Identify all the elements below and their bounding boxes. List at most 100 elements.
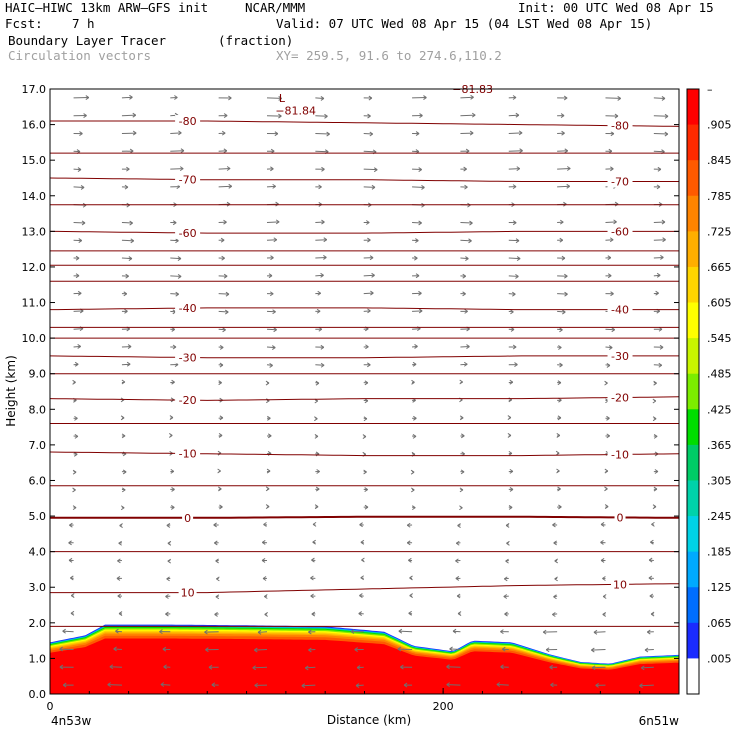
fcst-label: Fcst: — [5, 16, 43, 31]
wind-vector — [121, 361, 131, 367]
wind-vector — [460, 273, 466, 279]
wind-vector — [412, 255, 418, 261]
wind-vector — [408, 610, 413, 616]
wind-vector — [218, 504, 223, 510]
wind-vector — [406, 522, 413, 528]
colorbar-label: .065 — [707, 617, 732, 630]
wind-vector — [363, 380, 369, 386]
wind-vector — [266, 183, 276, 189]
wind-vector — [554, 576, 558, 582]
wind-vector — [508, 468, 514, 474]
y-tick-label: 8.0 — [29, 403, 47, 416]
wind-vector — [644, 647, 654, 653]
wind-vector — [508, 112, 520, 118]
wind-vector — [121, 130, 137, 136]
wind-vector — [459, 487, 464, 493]
wind-vector — [315, 290, 322, 296]
wind-vector — [460, 184, 468, 190]
wind-vector — [460, 94, 474, 100]
wind-vector — [460, 256, 469, 261]
wind-vector — [557, 219, 564, 225]
isotherm — [50, 307, 679, 311]
wind-vector — [165, 611, 171, 617]
wind-vector — [117, 593, 122, 599]
wind-vector — [653, 237, 666, 243]
wind-vector — [218, 309, 229, 315]
wind-vector — [409, 593, 413, 599]
colorbar-cell — [687, 373, 699, 410]
wind-vector — [215, 594, 220, 600]
wind-vector — [604, 380, 608, 386]
wind-vector — [121, 220, 133, 226]
y-tick-label: 10.0 — [22, 332, 47, 345]
wind-vector — [168, 433, 173, 438]
wind-vector — [266, 131, 279, 137]
wind-vector — [460, 238, 472, 244]
wind-vector — [605, 255, 612, 261]
wind-vector — [120, 505, 125, 511]
wind-vector — [266, 113, 282, 119]
colorbar-label: .485 — [707, 368, 732, 381]
wind-vector — [412, 344, 418, 349]
wind-vector — [315, 113, 328, 119]
wind-vector — [412, 308, 423, 314]
isotherm-label: -80 — [611, 120, 629, 133]
wind-vector — [310, 575, 316, 581]
wind-vector — [460, 148, 470, 154]
colorbar-cell — [687, 551, 699, 588]
wind-vector — [602, 612, 607, 617]
wind-vector — [208, 664, 219, 670]
wind-vector — [557, 309, 566, 315]
wind-vector — [653, 255, 664, 260]
wind-vector — [217, 468, 221, 474]
wind-vector — [315, 308, 321, 314]
wind-vector — [117, 558, 122, 564]
wind-vector — [457, 611, 462, 616]
wind-vector — [218, 148, 228, 154]
wind-vector — [308, 629, 316, 635]
wind-vector — [460, 112, 476, 118]
y-tick-label: 0.0 — [29, 688, 47, 701]
isotherm-label: -70 — [179, 174, 197, 187]
wind-vector — [363, 290, 374, 296]
wind-vector — [163, 664, 171, 670]
wind-vector — [314, 433, 319, 439]
wind-vector — [457, 523, 461, 528]
wind-vector — [170, 148, 185, 154]
colorbar-label: .185 — [707, 546, 732, 559]
wind-vector — [315, 272, 324, 278]
colorbar-cell — [687, 587, 699, 624]
wind-vector — [409, 575, 413, 581]
colorbar-cell — [687, 409, 699, 446]
wind-vector — [557, 415, 562, 421]
wind-vector — [72, 505, 77, 511]
wind-vector — [217, 450, 222, 456]
wind-vector — [312, 539, 316, 545]
wind-vector — [311, 557, 316, 563]
colorbar-label: .725 — [707, 225, 732, 238]
wind-vector — [70, 593, 75, 599]
wind-vector — [254, 682, 268, 688]
colorbar-cell — [687, 302, 699, 339]
wind-vector — [508, 379, 514, 385]
wind-vector — [604, 504, 609, 509]
wind-vector — [218, 166, 231, 171]
wind-vector — [557, 362, 563, 368]
wind-vector — [605, 291, 614, 297]
wind-vector — [557, 148, 569, 154]
wind-vector — [73, 167, 82, 172]
wind-vector — [72, 487, 76, 493]
wind-vector — [605, 166, 614, 172]
wind-vector — [412, 113, 423, 118]
wind-vector — [410, 487, 415, 493]
wind-vector — [593, 629, 606, 635]
wind-vector — [507, 415, 512, 421]
wind-vector — [460, 344, 470, 349]
wind-vector — [508, 256, 521, 262]
wind-vector — [605, 219, 617, 225]
wind-vector — [263, 522, 268, 527]
extremum-label: −81.84 — [275, 104, 316, 117]
wind-vector — [218, 237, 225, 243]
colorbar-label: .845 — [707, 154, 732, 167]
wind-vector — [266, 255, 274, 261]
